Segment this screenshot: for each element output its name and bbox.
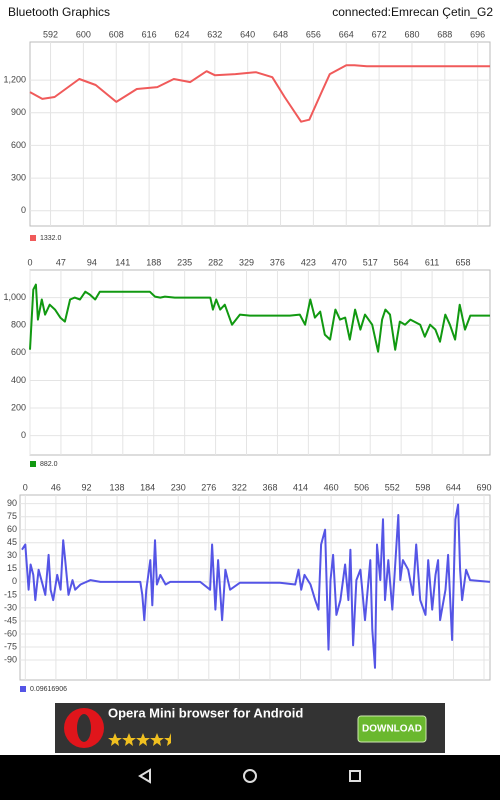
- y-tick-label: 45: [7, 537, 17, 547]
- x-tick-label: 598: [415, 482, 430, 492]
- download-label[interactable]: DOWNLOAD: [362, 724, 422, 735]
- x-tick-label: 230: [171, 482, 186, 492]
- x-tick-label: 423: [301, 257, 316, 267]
- x-tick-label: 329: [239, 257, 254, 267]
- legend-swatch: [30, 235, 36, 241]
- y-tick-label: 0: [12, 576, 17, 586]
- y-tick-label: 400: [11, 375, 26, 385]
- legend-label: 882.0: [40, 461, 58, 468]
- data-line: [21, 503, 491, 669]
- data-line: [29, 64, 490, 123]
- x-tick-label: 680: [404, 29, 419, 39]
- x-tick-label: 564: [394, 257, 409, 267]
- y-tick-label: 90: [7, 498, 17, 508]
- x-tick-label: 592: [43, 29, 58, 39]
- x-tick-label: 664: [339, 29, 354, 39]
- y-tick-label: 15: [7, 563, 17, 573]
- download-button[interactable]: [357, 715, 427, 743]
- y-tick-label: -60: [4, 628, 17, 638]
- x-tick-label: 368: [262, 482, 277, 492]
- x-tick-label: 632: [207, 29, 222, 39]
- x-tick-label: 235: [177, 257, 192, 267]
- x-tick-label: 640: [240, 29, 255, 39]
- charts: 592 600 608 616 624 632 640 648 656 664 672 680 688 6…: [3, 29, 491, 692]
- y-tick-label: -75: [4, 641, 17, 651]
- back-button[interactable]: [138, 768, 151, 784]
- x-tick-label: 658: [456, 257, 471, 267]
- x-tick-label: 648: [273, 29, 288, 39]
- x-tick-label: 690: [477, 482, 492, 492]
- y-tick-label: -90: [4, 654, 17, 664]
- x-tick-label: 688: [437, 29, 452, 39]
- y-tick-label: 75: [7, 511, 17, 521]
- y-tick-label: 800: [11, 320, 26, 330]
- legend-swatch: [20, 686, 26, 692]
- x-tick-label: 624: [174, 29, 189, 39]
- x-tick-label: 188: [146, 257, 161, 267]
- y-tick-label: 30: [7, 550, 17, 560]
- x-tick-label: 376: [270, 257, 285, 267]
- x-tick-label: 517: [363, 257, 378, 267]
- connection-status: connected:Emrecan Çetin_G2: [332, 5, 493, 19]
- y-tick-label: 300: [11, 172, 26, 182]
- x-tick-label: 46: [51, 482, 61, 492]
- x-tick-label: 141: [115, 257, 130, 267]
- x-tick-label: 470: [332, 257, 347, 267]
- home-button[interactable]: [243, 769, 257, 783]
- x-tick-label: 92: [81, 482, 91, 492]
- x-tick-label: 414: [293, 482, 308, 492]
- plot-area: [29, 269, 491, 456]
- x-tick-label: 552: [385, 482, 400, 492]
- plot-area: [29, 41, 491, 227]
- x-tick-label: 696: [470, 29, 485, 39]
- legend-label: 1332.0: [40, 235, 62, 242]
- y-tick-label: 900: [11, 107, 26, 117]
- y-tick-label: 600: [11, 347, 26, 357]
- y-tick-label: -30: [4, 602, 17, 612]
- y-tick-label: 1,000: [3, 292, 26, 302]
- x-tick-label: 184: [140, 482, 155, 492]
- x-tick-label: 611: [425, 257, 439, 267]
- x-tick-label: 656: [306, 29, 321, 39]
- y-tick-label: 600: [11, 140, 26, 150]
- opera-logo-hole: [77, 714, 91, 742]
- recents-button[interactable]: [349, 770, 361, 782]
- data-line: [29, 283, 490, 353]
- x-tick-label: 94: [87, 257, 97, 267]
- y-tick-label: -15: [4, 589, 17, 599]
- x-tick-label: 138: [110, 482, 125, 492]
- x-tick-label: 47: [56, 257, 66, 267]
- legend-swatch: [30, 461, 36, 467]
- y-tick-label: 1,200: [3, 74, 26, 84]
- ad-title: Opera Mini browser for Android: [108, 705, 303, 720]
- x-tick-label: 322: [232, 482, 247, 492]
- y-tick-label: 60: [7, 524, 17, 534]
- x-tick-label: 644: [446, 482, 461, 492]
- nav-bar: [0, 755, 500, 800]
- x-tick-label: 276: [201, 482, 216, 492]
- x-tick-label: 608: [109, 29, 124, 39]
- y-tick-label: 0: [21, 430, 26, 440]
- x-tick-label: 600: [76, 29, 91, 39]
- x-tick-label: 0: [27, 257, 32, 267]
- y-tick-label: 0: [21, 205, 26, 215]
- x-tick-label: 616: [142, 29, 157, 39]
- y-tick-label: 200: [11, 402, 26, 412]
- x-tick-label: 0: [23, 482, 28, 492]
- x-tick-label: 672: [372, 29, 387, 39]
- app-title: Bluetooth Graphics: [8, 5, 110, 19]
- ad-rating: [108, 733, 171, 746]
- x-tick-label: 506: [354, 482, 369, 492]
- x-tick-label: 282: [208, 257, 223, 267]
- y-tick-label: -45: [4, 615, 17, 625]
- legend-label: 0.09616906: [30, 686, 67, 693]
- x-tick-label: 460: [324, 482, 339, 492]
